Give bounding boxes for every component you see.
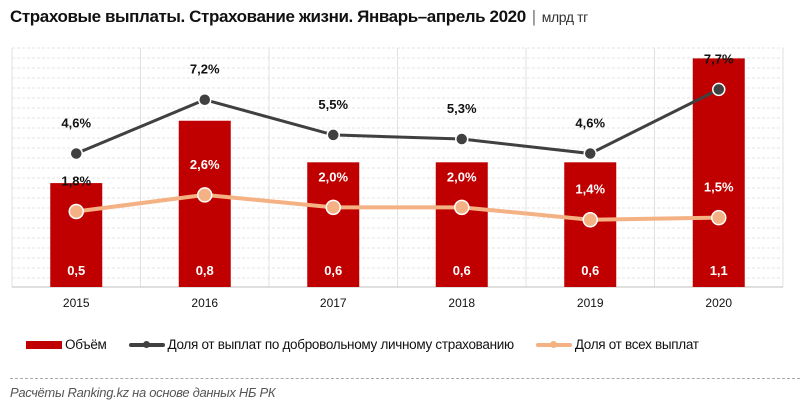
legend-swatch-volume	[26, 340, 62, 349]
x-tick-label: 2018	[448, 296, 475, 310]
bar-value-label: 0,6	[581, 263, 599, 278]
line-marker-2017	[325, 199, 341, 216]
line-marker-2015	[69, 146, 83, 161]
divider	[10, 378, 800, 379]
unit-label: млрд тг	[541, 9, 588, 25]
bar-2018	[435, 162, 488, 287]
line-marker-2017	[326, 128, 340, 142]
legend: Объём Доля от выплат по добровольному ли…	[26, 337, 721, 352]
bar-value-label: 0,8	[196, 263, 214, 278]
line-series-2	[75, 192, 719, 222]
x-tick-label: 2015	[63, 296, 90, 310]
x-tick-label: 2019	[577, 296, 604, 310]
line-value-label: 4,6%	[61, 116, 91, 131]
line-value-label: 1,5%	[704, 180, 734, 195]
line-value-label: 2,0%	[318, 169, 348, 184]
legend-item-voluntary-share: Доля от выплат по добровольному личному …	[128, 337, 515, 352]
line-value-label: 4,6%	[575, 116, 605, 131]
line-value-label: 1,8%	[61, 173, 91, 188]
legend-item-total-share: Доля от всех выплат	[535, 337, 699, 352]
title-text: Страховые выплаты. Страхование жизни. Ян…	[10, 7, 526, 26]
bar-value-label: 0,6	[324, 263, 342, 278]
bar-value-label: 0,5	[67, 263, 85, 278]
chart-title: Страховые выплаты. Страхование жизни. Ян…	[10, 7, 588, 27]
line-series-1	[75, 88, 720, 156]
line-value-label: 5,3%	[447, 101, 477, 116]
line-value-label: 2,6%	[190, 157, 220, 172]
line-marker-2015	[68, 203, 84, 220]
plot-area: 0,5 0,8 0,6 0,6 0,6 1,1 4,6% 7,2% 5,5% 5,3% 4,6% 7,…	[11, 47, 784, 310]
title-separator: |	[531, 7, 536, 26]
line-marker-2020	[711, 209, 727, 226]
legend-item-volume: Объём	[26, 337, 107, 352]
x-tick-label: 2020	[705, 296, 732, 310]
bar-2016	[178, 120, 231, 287]
line-marker-2016	[197, 187, 213, 203]
line-value-label: 1,4%	[575, 182, 605, 197]
x-tick-label: 2017	[320, 296, 347, 310]
bar-value-label: 1,1	[710, 263, 728, 278]
line-marker-2018	[454, 199, 470, 216]
line-marker-2019	[583, 146, 597, 161]
source-note: Расчёты Ranking.kz на основе данных НБ Р…	[10, 385, 276, 400]
legend-label: Доля от всех выплат	[574, 337, 699, 352]
line-value-label: 2,0%	[447, 169, 477, 184]
line-marker-2016	[198, 92, 212, 107]
x-tick-label: 2016	[191, 296, 218, 310]
line-marker-2020	[712, 82, 726, 97]
legend-swatch-total-share	[535, 340, 572, 348]
line-marker-2018	[455, 132, 469, 146]
legend-label: Объём	[65, 337, 107, 352]
legend-label: Доля от выплат по добровольному личному …	[167, 337, 515, 352]
line-value-label: 5,5%	[318, 97, 348, 112]
line-value-label: 7,2%	[190, 62, 220, 77]
line-value-label: 7,7%	[704, 51, 734, 66]
bar-2015	[50, 183, 103, 287]
bar-2017	[307, 162, 360, 287]
bar-value-label: 0,6	[453, 263, 471, 278]
legend-swatch-voluntary-share	[128, 340, 165, 348]
line-marker-2019	[582, 211, 598, 228]
